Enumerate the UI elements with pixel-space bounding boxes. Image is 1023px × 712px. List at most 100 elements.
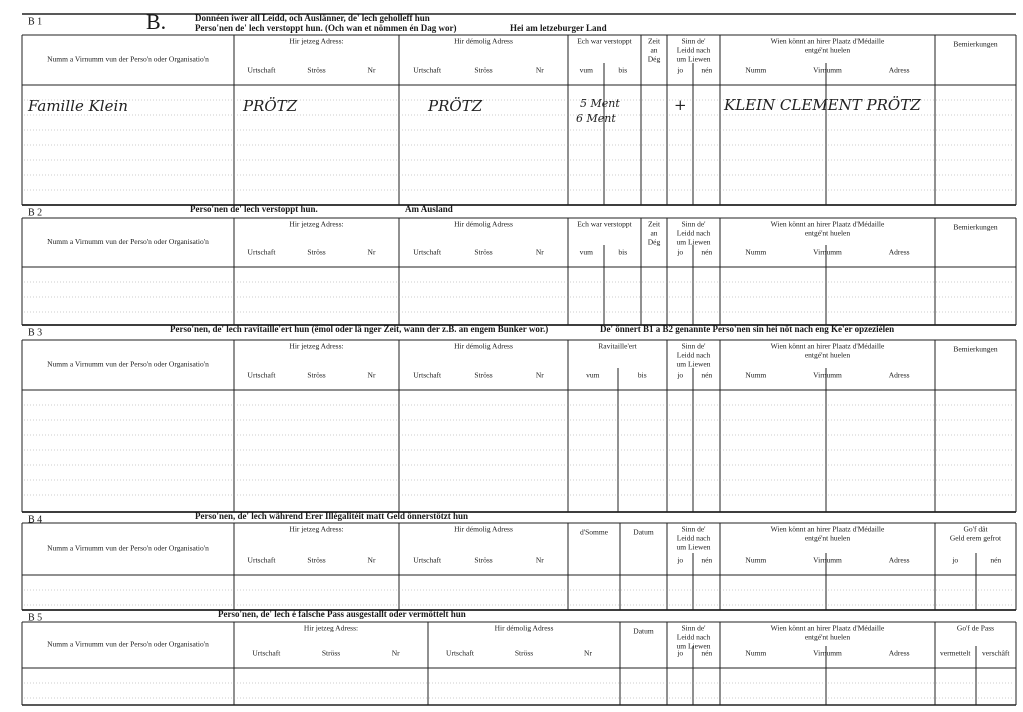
column-header: Hir jetzeg Adress: [304, 624, 358, 633]
column-header: Sinn de' [681, 37, 706, 46]
column-header: an [650, 229, 657, 238]
section-label: B 5 [28, 612, 42, 623]
column-header: Leidd nach [677, 633, 711, 642]
handwritten-entry: PRÖTZ [427, 97, 483, 115]
column-header: d'Somme [580, 528, 609, 537]
column-header: Leidd nach [677, 534, 711, 543]
column-header: um Liewen [677, 642, 711, 651]
sub-column-header: Nr [536, 66, 544, 75]
sub-column-header: Adress [889, 649, 910, 658]
sub-column-header: Ströss [307, 66, 325, 75]
sub-column-header: nén [701, 66, 712, 75]
sub-column-header: jo [676, 649, 683, 658]
column-header: entgé'nt huelen [805, 351, 851, 360]
sub-column-header: Ströss [307, 371, 325, 380]
sub-column-header: bis [618, 248, 627, 257]
sub-column-header: nén [701, 371, 712, 380]
column-header: Hir démolig Adress [495, 624, 554, 633]
sub-column-header: Urtschaft [413, 66, 442, 75]
handwritten-entry: 5 Ment [580, 97, 620, 110]
column-header: Sinn de' [681, 220, 706, 229]
sub-column-header: Numm [745, 371, 766, 380]
column-header: Hir jetzeg Adress: [289, 525, 343, 534]
column-header: Geld erem gefrot [950, 534, 1002, 543]
section-note: Am Ausland [405, 204, 453, 214]
sub-column-header: Urtschaft [248, 556, 277, 565]
sub-column-header: Virnumm [813, 556, 842, 565]
column-header: Wien könnt an hirer Plaatz d'Médaille [771, 342, 885, 351]
sub-column-header: Ströss [307, 248, 325, 257]
column-header: Numm a Virnumm vun der Perso'n oder Orga… [47, 237, 209, 246]
sub-column-header: Nr [536, 556, 544, 565]
sub-column-header: jo [676, 66, 683, 75]
sub-column-header: Urtschaft [248, 66, 277, 75]
column-header: Hir jetzeg Adress: [289, 37, 343, 46]
column-header: Bemierkungen [953, 223, 997, 232]
column-header: Numm a Virnumm vun der Perso'n oder Orga… [47, 544, 209, 553]
sub-column-header: Ströss [474, 556, 492, 565]
sub-column-header: Virnumm [813, 371, 842, 380]
column-header: Hir démolig Adress [454, 525, 513, 534]
sub-column-header: Ströss [307, 556, 325, 565]
column-header: um Liewen [677, 55, 711, 64]
column-header: Leidd nach [677, 351, 711, 360]
sub-column-header: bis [638, 371, 647, 380]
column-header: entgé'nt huelen [805, 46, 851, 55]
column-header: Dég [648, 238, 661, 247]
column-header: entgé'nt huelen [805, 633, 851, 642]
sub-column-header: verschâft [982, 649, 1010, 658]
sub-column-header: Numm [745, 556, 766, 565]
column-header: Zeit [648, 220, 661, 229]
column-header: Bemierkungen [953, 40, 997, 49]
column-header: Zeit [648, 37, 661, 46]
sub-column-header: Urtschaft [446, 649, 475, 658]
sub-column-header: Numm [745, 248, 766, 257]
sub-column-header: Virnumm [813, 248, 842, 257]
sub-column-header: Nr [536, 371, 544, 380]
sub-column-header: Nr [368, 66, 376, 75]
column-header: Sinn de' [681, 624, 706, 633]
column-header: Wien könnt an hirer Plaatz d'Médaille [771, 525, 885, 534]
column-header: Leidd nach [677, 46, 711, 55]
section-title: Donnéen iwer all Leidd, och Auslänner, d… [195, 13, 430, 23]
sub-column-header: Ströss [474, 371, 492, 380]
sub-column-header: vermettelt [940, 649, 971, 658]
section-letter: B. [146, 9, 166, 34]
sub-column-header: Virnumm [813, 66, 842, 75]
column-header: um Liewen [677, 360, 711, 369]
column-header: Hir jetzeg Adress: [289, 220, 343, 229]
section-note: Hei am letzeburger Land [510, 23, 607, 33]
sub-column-header: Ströss [474, 248, 492, 257]
section-note: De' önnert B1 a B2 genannte Perso'nen si… [600, 324, 894, 334]
sub-column-header: vum [586, 371, 600, 380]
sub-column-header: jo [676, 371, 683, 380]
sub-column-header: Urtschaft [248, 248, 277, 257]
sub-column-header: Adress [889, 66, 910, 75]
column-header: Numm a Virnumm vun der Perso'n oder Orga… [47, 640, 209, 649]
column-header: Ech war verstoppt [577, 37, 632, 46]
section-label: B 3 [28, 327, 42, 338]
sub-column-header: Adress [889, 371, 910, 380]
sub-column-header: bis [618, 66, 627, 75]
sub-column-header: Nr [368, 248, 376, 257]
handwritten-entry: PRÖTZ [242, 97, 298, 115]
handwritten-entry: 6 Ment [576, 112, 616, 125]
column-header: Dég [648, 55, 661, 64]
column-header: Ravitaille'ert [598, 342, 637, 351]
sub-column-header: Urtschaft [413, 371, 442, 380]
column-header: Leidd nach [677, 229, 711, 238]
column-header: Sinn de' [681, 525, 706, 534]
column-header: um Liewen [677, 238, 711, 247]
column-header: Numm a Virnumm vun der Perso'n oder Orga… [47, 360, 209, 369]
column-header: Hir jetzeg Adress: [289, 342, 343, 351]
handwritten-entry: Famille Klein [27, 97, 128, 115]
section-label: B 4 [28, 514, 42, 525]
column-header: Hir démolig Adress [454, 37, 513, 46]
sub-column-header: Urtschaft [413, 248, 442, 257]
sub-column-header: jo [676, 556, 683, 565]
sub-column-header: nén [701, 556, 712, 565]
column-header: entgé'nt huelen [805, 534, 851, 543]
column-header: entgé'nt huelen [805, 229, 851, 238]
sub-column-header: jo [951, 556, 958, 565]
